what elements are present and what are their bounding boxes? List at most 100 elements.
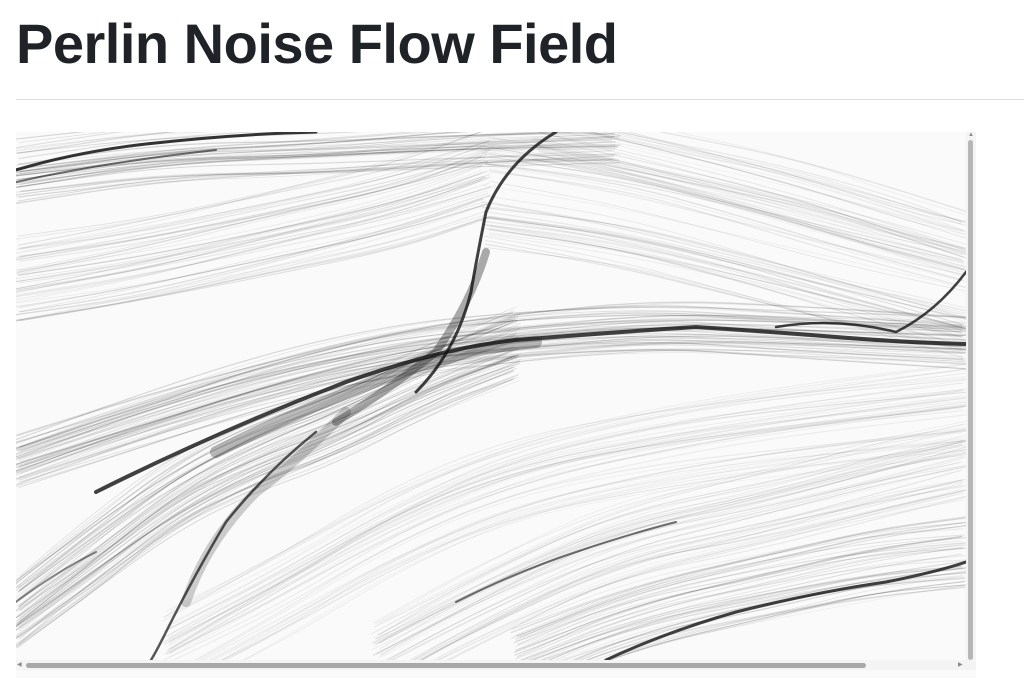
- flow-line: [19, 203, 488, 309]
- flow-line: [16, 132, 178, 152]
- flow-line: [607, 580, 966, 660]
- flow-line: [19, 149, 490, 258]
- flow-line: [514, 528, 964, 637]
- flow-line: [410, 482, 963, 660]
- scroll-left-arrow-icon[interactable]: ◀: [17, 662, 22, 668]
- horizontal-scroll-thumb[interactable]: [26, 663, 866, 668]
- flow-line: [19, 342, 965, 481]
- flow-line: [489, 180, 966, 292]
- flow-line: [609, 584, 966, 660]
- flow-line: [16, 319, 518, 589]
- flow-line: [18, 145, 485, 250]
- flow-line: [481, 151, 965, 270]
- flow-line: [604, 560, 966, 660]
- flow-line: [16, 312, 966, 449]
- scroll-right-arrow-icon[interactable]: ▶: [958, 662, 963, 668]
- flow-line: [18, 335, 966, 467]
- flow-line: [540, 567, 962, 660]
- flow-line: [16, 315, 512, 585]
- vertical-scroll-thumb[interactable]: [968, 140, 973, 660]
- flow-line: [161, 395, 966, 645]
- flow-line: [16, 317, 966, 449]
- scroll-up-arrow-icon[interactable]: ▲: [968, 132, 974, 138]
- flow-line: [412, 484, 963, 660]
- flow-line: [481, 224, 963, 338]
- flow-line: [378, 464, 966, 659]
- flow-line: [482, 224, 965, 329]
- flow-line: [16, 348, 966, 487]
- flow-line: [533, 555, 966, 660]
- flow-line: [588, 132, 966, 235]
- flow-line: [226, 446, 966, 660]
- flow-line: [20, 333, 966, 467]
- flow-line: [16, 175, 485, 290]
- flow-line: [563, 132, 966, 236]
- flow-line: [536, 148, 963, 256]
- flow-line: [602, 584, 966, 660]
- flow-line: [16, 335, 966, 472]
- flow-line: [94, 324, 966, 494]
- flow-line: [17, 140, 490, 246]
- flow-line: [161, 389, 965, 639]
- flow-line: [243, 455, 964, 660]
- flow-line: [586, 575, 963, 660]
- flow-line: [16, 148, 491, 254]
- flow-line: [487, 153, 966, 272]
- flow-line: [515, 524, 966, 640]
- flow-line: [16, 153, 488, 259]
- flow-line: [149, 430, 318, 660]
- horizontal-scrollbar[interactable]: ◀ ▶: [16, 660, 966, 670]
- flow-line: [169, 391, 966, 642]
- flow-line: [219, 438, 966, 660]
- flow-line: [194, 429, 966, 660]
- flow-line: [437, 489, 966, 660]
- flow-line: [17, 352, 966, 485]
- vertical-scrollbar[interactable]: ▲ ▼: [966, 132, 976, 668]
- flow-line: [510, 517, 966, 634]
- flow-line: [419, 485, 966, 660]
- flow-line: [332, 248, 490, 426]
- flow-line: [480, 148, 965, 262]
- flow-line: [528, 560, 966, 660]
- flow-line: [20, 314, 963, 452]
- flow-line: [485, 162, 966, 272]
- flow-line: [16, 153, 617, 188]
- flow-line: [482, 153, 966, 268]
- flow-line: [16, 551, 97, 603]
- flow-line: [16, 182, 490, 300]
- flow-line: [169, 406, 966, 654]
- flow-line: [446, 492, 964, 660]
- flow-line: [181, 407, 351, 607]
- flow-line: [19, 319, 516, 592]
- flow-line: [208, 430, 966, 660]
- flow-line: [16, 144, 487, 251]
- flow-line: [18, 162, 488, 271]
- flow-field-artwork: [16, 132, 966, 660]
- flow-line: [168, 401, 966, 650]
- flow-line: [19, 217, 489, 322]
- flow-line: [19, 155, 487, 262]
- flow-line: [16, 327, 966, 458]
- flow-line: [19, 314, 966, 448]
- flow-line: [16, 375, 515, 645]
- flow-line: [16, 190, 488, 303]
- flow-line: [548, 572, 966, 660]
- flow-line: [167, 388, 966, 636]
- flow-line: [16, 149, 217, 183]
- flow-line: [16, 335, 962, 466]
- flow-line: [16, 132, 482, 240]
- flow-line: [372, 456, 963, 656]
- flow-line: [554, 567, 966, 660]
- flow-line: [386, 469, 963, 660]
- flow-line: [164, 391, 966, 642]
- flow-line: [531, 157, 965, 277]
- flow-line: [16, 355, 518, 625]
- flow-line: [562, 132, 963, 231]
- flow-line: [375, 428, 966, 624]
- flow-line: [373, 440, 963, 639]
- flow-line: [16, 357, 517, 628]
- flow-line: [169, 396, 966, 645]
- flow-line: [16, 342, 515, 612]
- flow-line: [514, 540, 963, 656]
- flow-field-canvas[interactable]: ▲ ▼ ◀ ▶: [16, 132, 976, 678]
